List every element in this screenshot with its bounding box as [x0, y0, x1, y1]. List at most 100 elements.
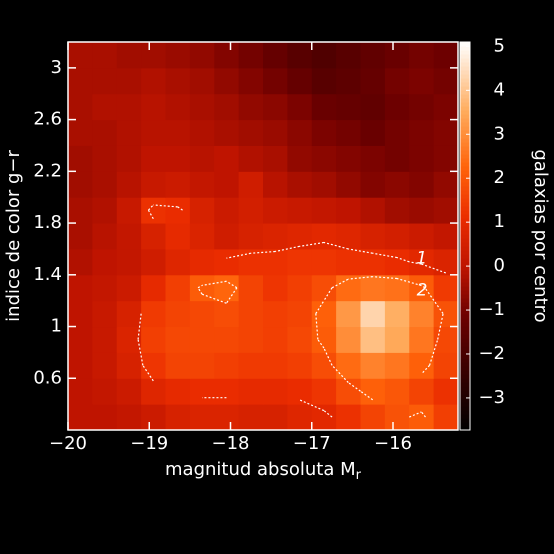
heat-cell: [68, 93, 93, 121]
heat-cell: [360, 145, 386, 172]
heat-cell: [336, 67, 361, 95]
heat-cell: [189, 197, 215, 224]
heat-cell: [409, 274, 435, 302]
heat-cell: [336, 145, 361, 172]
heat-cell: [141, 145, 166, 172]
heat-cell: [336, 326, 361, 353]
heat-cell: [214, 119, 240, 146]
heat-cell: [141, 223, 166, 250]
x-tick-label: −17: [293, 433, 331, 454]
plot-frame: [67, 41, 459, 431]
heat-cell: [165, 93, 191, 121]
contour-label: 1: [416, 248, 427, 268]
heat-cell: [287, 378, 313, 405]
colorbar-segment: [460, 354, 470, 359]
colorbar-segment: [460, 262, 470, 267]
y-tick-label: 2.2: [33, 160, 62, 181]
heat-cell: [238, 93, 264, 121]
heat-cell: [287, 274, 313, 302]
heat-cell: [311, 67, 337, 95]
heat-cell: [116, 248, 142, 276]
heat-cell: [360, 119, 386, 146]
contour-segment: [201, 293, 227, 304]
contour-segment: [420, 411, 426, 418]
heat-cell: [263, 67, 288, 95]
contour-segment: [315, 300, 325, 314]
colorbar-segment: [460, 154, 470, 159]
heat-cell: [384, 119, 410, 146]
colorbar-segment: [460, 338, 470, 343]
heat-cell: [165, 145, 191, 172]
heat-cell: [68, 223, 93, 250]
y-tick-label: 0.6: [33, 367, 62, 388]
heat-cell: [360, 352, 386, 379]
heat-cell: [360, 300, 386, 328]
colorbar-segment: [460, 214, 470, 219]
heat-cell: [336, 93, 361, 121]
colorbar-segment: [460, 146, 470, 151]
heat-cell: [165, 300, 191, 328]
colorbar-segment: [460, 226, 470, 231]
heat-cell: [384, 248, 410, 276]
heat-cell: [433, 300, 459, 328]
heat-cell: [165, 223, 191, 250]
contour-segment: [323, 241, 349, 250]
heat-cell: [141, 300, 166, 328]
heat-cell: [92, 42, 118, 69]
heat-cell: [433, 42, 459, 69]
heat-cell: [409, 67, 435, 95]
heat-cell: [189, 378, 215, 405]
contour-segment: [421, 263, 447, 274]
heat-cell: [360, 378, 386, 405]
heat-cell: [409, 42, 435, 69]
contour-segment: [317, 339, 325, 349]
contour-segment: [348, 248, 373, 254]
heat-cell: [433, 197, 459, 224]
colorbar-segment: [460, 210, 470, 215]
heat-cell: [336, 197, 361, 224]
heat-cell: [116, 67, 142, 95]
colorbar-tick-label: −2: [478, 343, 505, 364]
x-tick-label: −18: [212, 433, 250, 454]
heat-cell: [409, 300, 435, 328]
heat-cell: [165, 326, 191, 353]
colorbar-segment: [460, 198, 470, 203]
heat-cell: [336, 378, 361, 405]
heat-cell: [311, 248, 337, 276]
colorbar-segment: [460, 166, 470, 171]
contour-segment: [331, 278, 349, 289]
colorbar-segment: [460, 78, 470, 83]
heat-cell: [214, 352, 240, 379]
colorbar-segment: [460, 314, 470, 319]
colorbar-segment: [460, 266, 470, 271]
contour-segment: [428, 339, 439, 366]
heat-cell: [409, 119, 435, 146]
contour-segment: [299, 399, 325, 412]
heat-cell: [287, 67, 313, 95]
heat-cell: [238, 145, 264, 172]
heat-cell: [214, 67, 240, 95]
heat-cell: [165, 248, 191, 276]
contour-segment: [137, 313, 142, 340]
heat-cell: [68, 378, 93, 405]
heat-cell: [116, 300, 142, 328]
x-axis-subscript: r: [356, 468, 362, 483]
heat-cell: [433, 274, 459, 302]
colorbar-segment: [460, 190, 470, 195]
colorbar-segment: [460, 414, 470, 419]
heat-cell: [92, 145, 118, 172]
heat-cell: [68, 352, 93, 379]
heat-cell: [311, 119, 337, 146]
y-axis-title: indice de color g−r: [3, 150, 24, 322]
heat-cell: [336, 223, 361, 250]
x-tick-label: −19: [130, 433, 168, 454]
heat-cell: [189, 223, 215, 250]
heat-cell: [384, 326, 410, 353]
heat-cell: [287, 197, 313, 224]
heat-cell: [263, 42, 288, 69]
contour-segment: [315, 313, 319, 340]
heat-cell: [165, 42, 191, 69]
heat-cell: [165, 274, 191, 302]
heat-cell: [92, 404, 118, 431]
colorbar-segment: [460, 350, 470, 355]
